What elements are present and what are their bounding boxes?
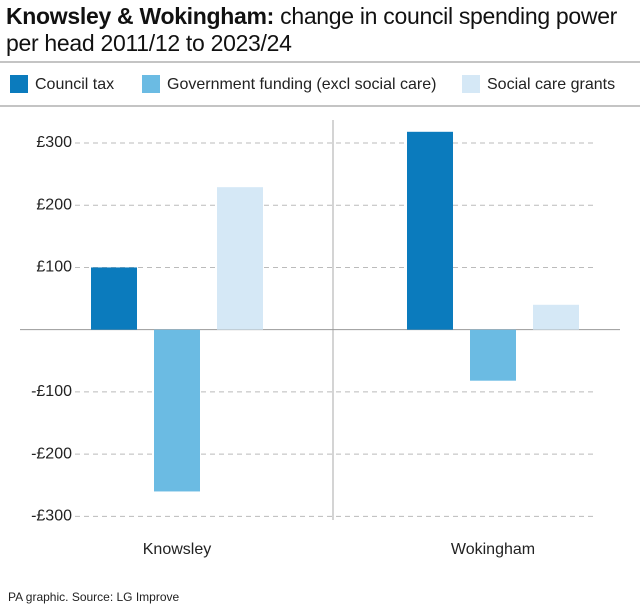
bar	[470, 329, 516, 381]
title-block: Knowsley & Wokingham: change in council …	[6, 3, 626, 57]
y-tick-label: -£100	[31, 383, 72, 400]
chart-title: Knowsley & Wokingham:	[6, 3, 275, 29]
bar	[154, 329, 200, 492]
y-tick-label: -£300	[31, 508, 72, 525]
y-tick-label: £100	[36, 259, 72, 276]
chart-subtitle: change in council spending power per hea…	[6, 3, 618, 56]
bar	[533, 304, 579, 330]
legend-swatch	[462, 75, 480, 93]
bar	[407, 131, 453, 330]
legend-label: Social care grants	[487, 76, 615, 93]
bar	[91, 267, 137, 330]
y-tick-label: £300	[36, 134, 72, 151]
y-tick-label: -£200	[31, 445, 72, 462]
bar	[217, 187, 263, 330]
legend-swatch	[142, 75, 160, 93]
legend-label: Council tax	[35, 76, 114, 93]
x-tick-label: Wokingham	[451, 541, 535, 558]
legend-swatch	[10, 75, 28, 93]
y-tick-label: £200	[36, 196, 72, 213]
legend-label: Government funding (excl social care)	[167, 76, 436, 93]
x-tick-label: Knowsley	[143, 541, 211, 558]
source: PA graphic. Source: LG Improve	[8, 590, 180, 604]
